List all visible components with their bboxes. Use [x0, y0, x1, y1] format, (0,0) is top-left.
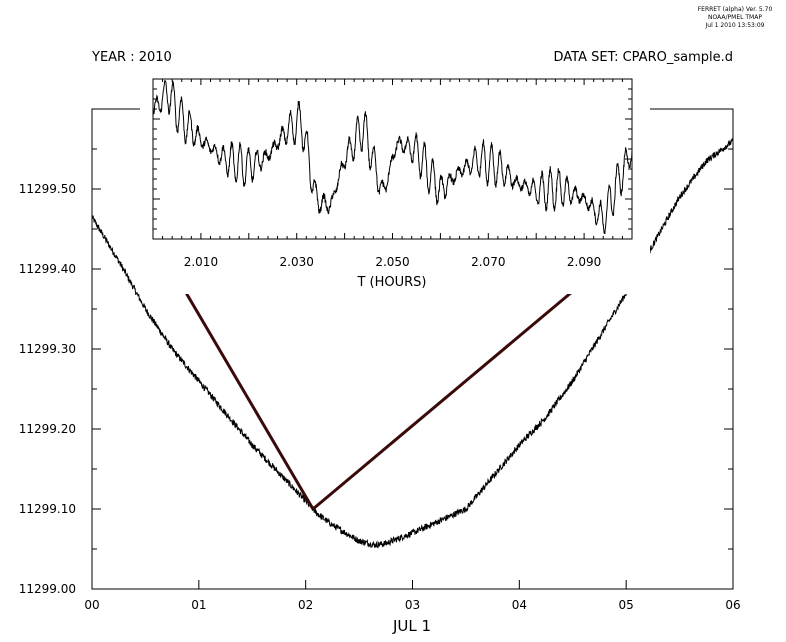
main-chart: 11299.00 11299.10 11299.20 11299.30 11299.40… [19, 108, 741, 635]
stamp-line-3: Jul 1 2010 13:53:09 [705, 22, 765, 29]
inset-x-tick-label: 2.090 [567, 255, 601, 269]
main-x-tick-label: 03 [405, 598, 420, 612]
stamp-line-1: FERRET (alpha) Ver. 5.70 [698, 6, 773, 13]
inset-x-tick-label: 2.010 [184, 255, 218, 269]
main-x-tick-label: 04 [512, 598, 527, 612]
main-x-tick-label: 00 [84, 598, 99, 612]
main-x-axis-label: JUL 1 [392, 617, 431, 635]
stamp-line-2: NOAA/PMEL TMAP [708, 14, 762, 21]
main-y-tick-label: 11299.50 [19, 182, 76, 196]
inset-x-tick-label: 2.030 [280, 255, 314, 269]
header-year: YEAR : 2010 [91, 50, 172, 65]
main-y-tick-label: 11299.40 [19, 262, 76, 276]
main-x-tick-label: 02 [298, 598, 313, 612]
ferret-stamp: FERRET (alpha) Ver. 5.70 NOAA/PMEL TMAP … [698, 6, 773, 29]
inset-chart: 2.010 2.030 2.050 2.070 2.090 T (HOURS) [140, 64, 650, 294]
main-series-line [91, 138, 734, 549]
inset-background [140, 64, 650, 294]
inset-x-tick-label: 2.070 [471, 255, 505, 269]
main-y-tick-label: 11299.00 [19, 582, 76, 596]
main-x-tick-label: 01 [191, 598, 206, 612]
main-x-tick-label: 05 [619, 598, 634, 612]
inset-y-axis [153, 78, 632, 240]
main-x-axis: 00 01 02 03 04 05 06 [84, 109, 741, 612]
inset-x-axis-label: T (HOURS) [356, 275, 426, 290]
main-y-tick-label: 11299.10 [19, 502, 76, 516]
main-y-axis: 11299.00 11299.10 11299.20 11299.30 11299.40… [19, 108, 733, 596]
header-dataset: DATA SET: CPARO_sample.d [553, 50, 733, 65]
main-y-tick-label: 11299.30 [19, 342, 76, 356]
main-y-tick-label: 11299.20 [19, 422, 76, 436]
main-x-tick-label: 06 [725, 598, 740, 612]
inset-x-tick-label: 2.050 [375, 255, 409, 269]
inset-x-axis: 2.010 2.030 2.050 2.070 2.090 [152, 79, 633, 269]
inset-series-line [152, 80, 633, 234]
